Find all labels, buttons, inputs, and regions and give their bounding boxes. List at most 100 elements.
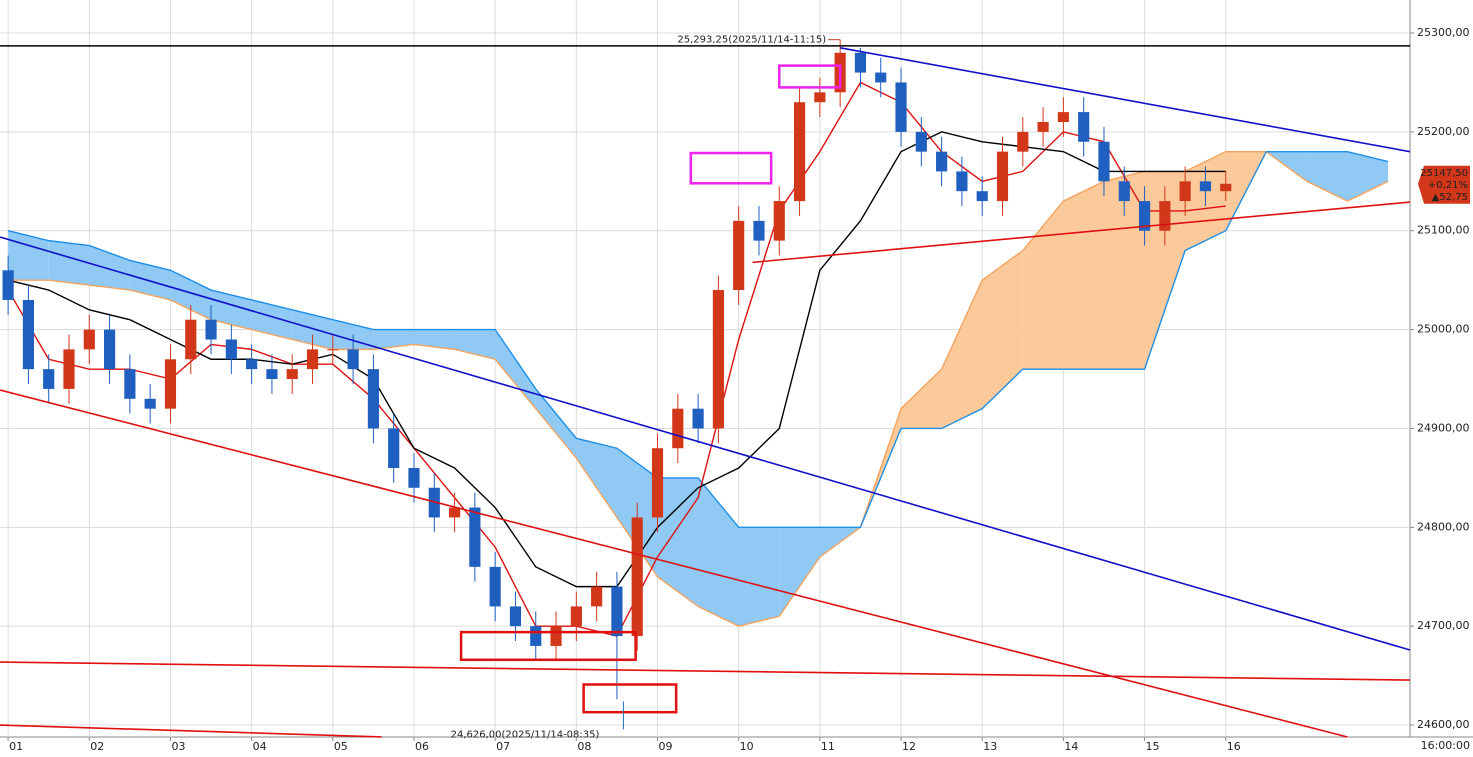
candle-body <box>915 131 927 152</box>
candle-body <box>1118 181 1130 202</box>
candle-body <box>956 171 968 192</box>
last-price-text: ▲52,75 <box>1432 192 1468 203</box>
highlight-box <box>778 64 842 89</box>
cloud-fill <box>1022 201 1064 370</box>
trend-line <box>0 661 1411 681</box>
x-tick-label: 04 <box>253 740 267 753</box>
candle-body <box>733 220 745 291</box>
candle-body <box>793 102 806 202</box>
x-tick-label: 12 <box>902 740 916 753</box>
candle-body <box>936 151 948 172</box>
candle-body <box>1037 121 1049 132</box>
candle-body <box>1220 183 1232 192</box>
candle-body <box>1098 141 1110 182</box>
candle-body <box>205 319 217 340</box>
x-tick-label: 16 <box>1227 740 1241 753</box>
x-tick-label: 11 <box>821 740 835 753</box>
cloud-fill <box>48 240 90 286</box>
y-tick-label: 24800,00 <box>1417 520 1470 533</box>
cloud-fill <box>1347 151 1389 202</box>
candle-body <box>895 82 907 132</box>
candle-body <box>408 468 420 488</box>
candle-body <box>773 201 785 241</box>
candle-body <box>448 507 461 518</box>
candle-body <box>1078 112 1090 142</box>
x-tick-label: 01 <box>9 740 23 753</box>
plot-area <box>0 0 1410 737</box>
cloud-fill <box>170 270 212 320</box>
x-tick-label: 02 <box>90 740 104 753</box>
candle-body <box>1138 201 1151 231</box>
highlight-box <box>459 630 637 662</box>
x-tick-label: 05 <box>334 740 348 753</box>
candle-body <box>306 349 319 370</box>
span-b-line <box>7 150 1389 529</box>
cloud-fill <box>1306 151 1348 202</box>
x-tick-label: 09 <box>659 740 673 753</box>
trend-line <box>0 389 1348 738</box>
trend-line <box>752 201 1411 264</box>
candle-body <box>530 626 542 646</box>
y-tick-label: 25000,00 <box>1417 323 1470 336</box>
last-price-text: +0,21% <box>1428 180 1468 191</box>
low-label: 24,626,00(2025/11/14-08:35) <box>451 729 600 740</box>
cloud-fill <box>982 250 1023 409</box>
cloud-fill <box>373 329 414 350</box>
candle-body <box>327 349 339 351</box>
candle-body <box>1017 131 1029 152</box>
time-label: 16:00:00 <box>1421 739 1470 752</box>
candle-body <box>591 586 603 607</box>
candle-body <box>651 448 664 518</box>
trend-line <box>840 47 1411 153</box>
candle-body <box>124 369 136 399</box>
candle-body <box>1057 112 1069 122</box>
y-tick-label: 24700,00 <box>1417 619 1470 632</box>
candle-body <box>854 52 867 73</box>
y-tick-label: 24900,00 <box>1417 421 1470 434</box>
x-tick-label: 03 <box>171 740 185 753</box>
y-tick-label: 25100,00 <box>1417 224 1470 237</box>
cloud-fill <box>576 438 617 518</box>
x-tick-label: 15 <box>1146 740 1160 753</box>
cloud <box>7 150 1389 627</box>
x-tick-label: 10 <box>740 740 754 753</box>
y-tick-label: 24600,00 <box>1417 718 1470 731</box>
candle-body <box>631 517 643 637</box>
cloud-fill <box>211 290 252 330</box>
candle-body <box>814 92 826 103</box>
candles <box>2 39 1232 700</box>
candle-body <box>672 408 684 449</box>
candle-body <box>489 566 501 607</box>
cloud-fill <box>901 369 942 429</box>
candle-body <box>976 191 988 202</box>
candle-body <box>753 220 765 241</box>
candle-body <box>712 290 724 429</box>
candle-body <box>469 507 481 567</box>
candle-body <box>570 606 582 627</box>
candle-body <box>388 428 400 469</box>
candle-body <box>164 359 177 409</box>
candle-body <box>611 586 623 637</box>
candle-body <box>1179 181 1191 202</box>
cloud-fill <box>1063 181 1104 370</box>
highlight-box <box>582 683 678 714</box>
cloud-fill <box>657 477 699 607</box>
candle-body <box>2 270 14 300</box>
cloud-fill <box>738 527 780 627</box>
cloud-fill <box>495 329 536 409</box>
candle-body <box>266 369 278 380</box>
cloud-fill <box>292 309 333 350</box>
x-tick-label: 07 <box>496 740 510 753</box>
trend-line <box>0 724 382 738</box>
candle-body <box>550 626 562 646</box>
highlight-box <box>689 151 773 185</box>
y-tick-label: 25200,00 <box>1417 125 1470 138</box>
cloud-fill <box>535 388 577 459</box>
candle-body <box>875 72 887 83</box>
x-tick-label: 08 <box>577 740 591 753</box>
candle-body <box>1159 201 1171 231</box>
candle-body <box>104 329 116 370</box>
candle-body <box>63 349 75 389</box>
candle-body <box>367 369 379 429</box>
